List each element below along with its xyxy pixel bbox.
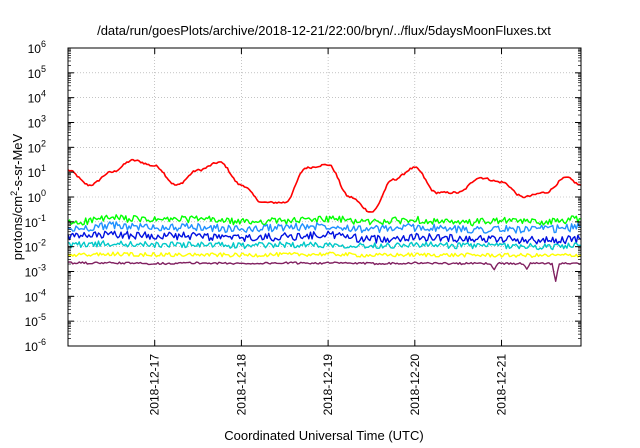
axis-ticks: 10-6 10-5 10-4 10-3 10-2 10-1 100 101 102 103 104 1… xyxy=(25,39,581,415)
x-axis-label: Coordinated Universal Time (UTC) xyxy=(224,428,423,443)
y-tick-label: 100 xyxy=(28,188,46,205)
x-tick-label: 2018-12-17 xyxy=(148,354,162,416)
y-tick-label: 10-1 xyxy=(25,213,46,230)
series-line-5 xyxy=(67,240,582,251)
y-tick-label: 10-6 xyxy=(25,337,46,354)
series-line-1 xyxy=(67,158,582,213)
y-tick-label: 10-3 xyxy=(25,263,46,280)
series-line-7 xyxy=(67,261,582,282)
x-tick-label: 2018-12-20 xyxy=(408,354,422,416)
y-tick-label: 104 xyxy=(28,89,46,106)
y-tick-label: 102 xyxy=(28,138,46,155)
series-line-6 xyxy=(67,251,582,258)
x-tick-label: 2018-12-18 xyxy=(234,354,248,416)
series-line-2 xyxy=(67,214,582,227)
y-tick-label: 103 xyxy=(28,114,46,131)
y-tick-label: 105 xyxy=(28,64,46,81)
y-tick-label: 106 xyxy=(28,39,46,56)
x-tick-label: 2018-12-19 xyxy=(321,354,335,416)
series-line-3 xyxy=(67,221,582,234)
x-tick-label: 2018-12-21 xyxy=(495,354,509,416)
grid xyxy=(68,48,581,346)
series-line-4 xyxy=(67,230,582,245)
y-tick-label: 101 xyxy=(28,163,46,180)
series-lines xyxy=(67,158,582,282)
chart-title: /data/run/goesPlots/archive/2018-12-21/2… xyxy=(97,23,551,38)
y-tick-label: 10-5 xyxy=(25,312,46,329)
y-tick-label: 10-4 xyxy=(25,287,46,304)
plot-frame xyxy=(67,47,582,347)
y-tick-label: 10-2 xyxy=(25,238,46,255)
y-axis-label: protons/cm2-s-sr-MeV xyxy=(9,133,25,260)
